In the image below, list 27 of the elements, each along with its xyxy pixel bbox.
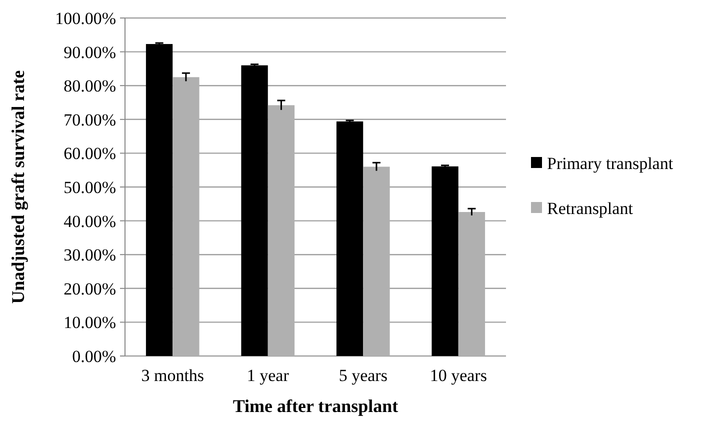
y-tick-label: 80.00% (64, 76, 116, 96)
x-tick-label: 3 months (141, 366, 204, 385)
bar (241, 65, 268, 356)
bar (363, 166, 390, 356)
bar (172, 77, 200, 356)
y-tick-label: 0.00% (72, 346, 116, 366)
bar (458, 212, 486, 356)
y-tick-label: 100.00% (55, 8, 116, 28)
y-axis-title: Unadjusted graft survival rate (8, 70, 28, 304)
x-tick-label: 1 year (246, 366, 290, 385)
bar (432, 166, 458, 356)
x-axis-title: Time after transplant (232, 396, 398, 416)
legend-label: Primary transplant (547, 154, 674, 173)
x-tick-label: 5 years (338, 366, 388, 385)
y-tick-label: 30.00% (64, 246, 116, 265)
y-tick-label: 40.00% (64, 212, 116, 231)
y-tick-label: 60.00% (64, 144, 116, 164)
y-tick-label: 10.00% (64, 313, 116, 332)
legend-label: Retransplant (547, 198, 634, 218)
bar (146, 44, 173, 356)
x-tick-label: 10 years (430, 366, 487, 385)
y-tick-label: 20.00% (64, 279, 116, 298)
bar (268, 105, 295, 356)
y-tick-label: 50.00% (64, 178, 116, 197)
bar (336, 121, 364, 356)
y-tick-label: 70.00% (64, 110, 116, 130)
y-tick-label: 90.00% (64, 42, 116, 62)
